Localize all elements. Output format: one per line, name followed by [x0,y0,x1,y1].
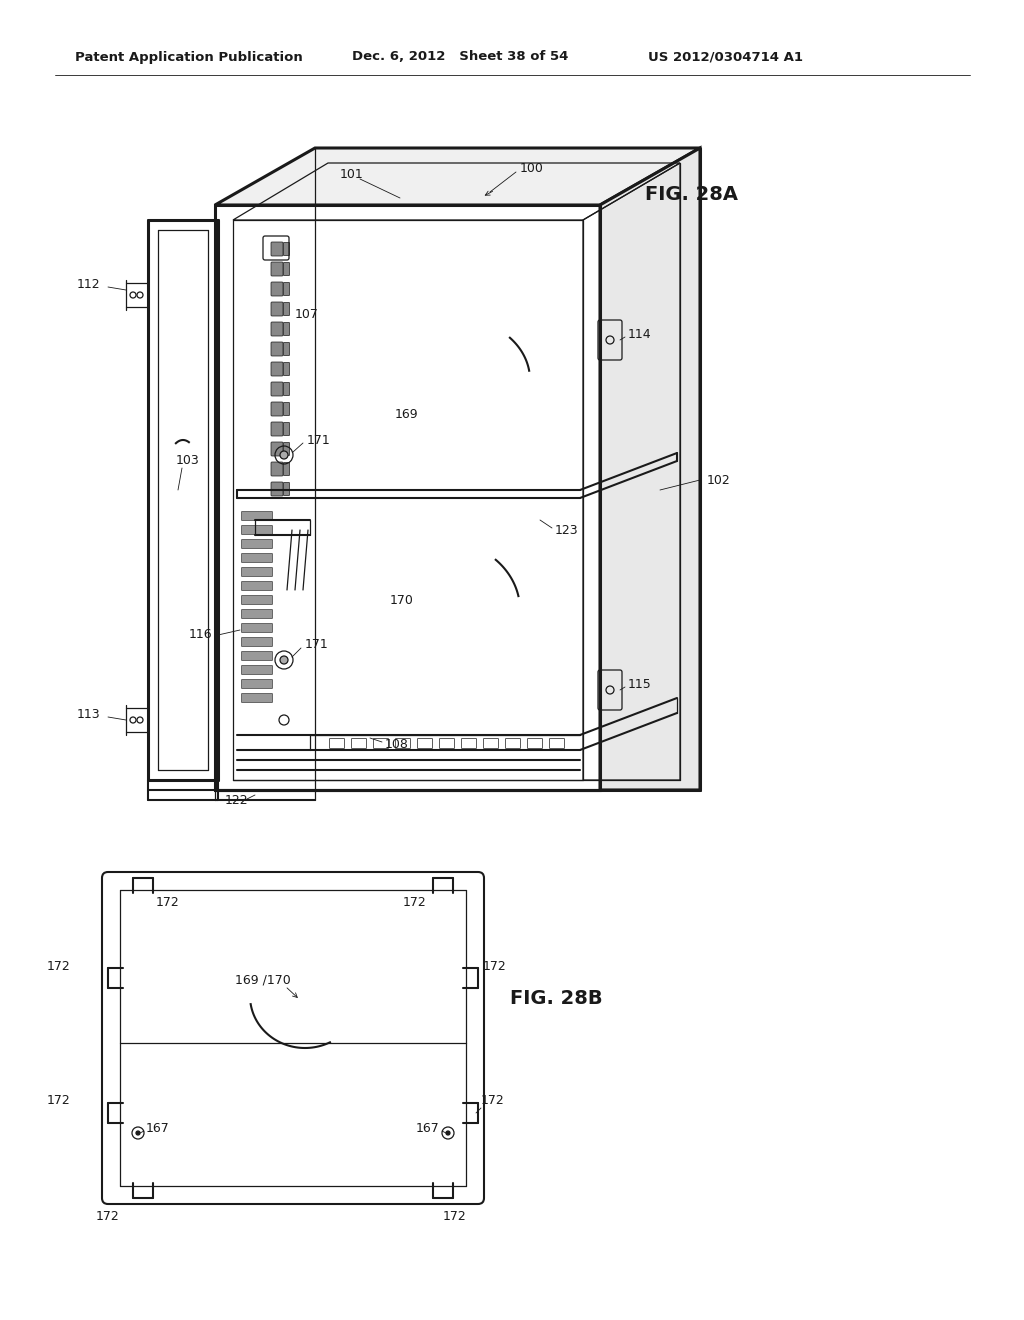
FancyBboxPatch shape [284,442,290,455]
FancyBboxPatch shape [284,383,290,396]
Text: FIG. 28A: FIG. 28A [645,186,738,205]
Text: 172: 172 [46,960,70,973]
Text: 122: 122 [225,793,249,807]
Text: 102: 102 [707,474,731,487]
Text: 116: 116 [188,628,212,642]
Text: 100: 100 [520,161,544,174]
FancyBboxPatch shape [242,610,272,619]
Text: Patent Application Publication: Patent Application Publication [75,50,303,63]
FancyBboxPatch shape [284,322,290,335]
FancyBboxPatch shape [271,482,283,496]
FancyBboxPatch shape [242,553,272,562]
Text: 167: 167 [416,1122,439,1134]
Circle shape [280,656,288,664]
Circle shape [280,451,288,459]
Text: FIG. 28B: FIG. 28B [510,989,603,1007]
FancyBboxPatch shape [284,483,290,495]
FancyBboxPatch shape [271,362,283,376]
FancyBboxPatch shape [242,680,272,689]
FancyBboxPatch shape [271,282,283,296]
Text: 113: 113 [77,709,100,722]
FancyBboxPatch shape [242,525,272,535]
FancyBboxPatch shape [284,422,290,436]
FancyBboxPatch shape [284,263,290,276]
Polygon shape [215,148,700,205]
FancyBboxPatch shape [242,693,272,702]
Text: 103: 103 [176,454,200,466]
FancyBboxPatch shape [271,442,283,455]
Text: 167: 167 [146,1122,170,1134]
Polygon shape [600,148,700,789]
Text: 112: 112 [77,279,100,292]
Text: Dec. 6, 2012   Sheet 38 of 54: Dec. 6, 2012 Sheet 38 of 54 [352,50,568,63]
FancyBboxPatch shape [271,462,283,477]
FancyBboxPatch shape [271,322,283,337]
Text: 172: 172 [46,1093,70,1106]
Text: 107: 107 [295,309,318,322]
Text: 123: 123 [555,524,579,536]
FancyBboxPatch shape [284,302,290,315]
FancyBboxPatch shape [271,302,283,315]
Text: 172: 172 [483,960,507,973]
Text: 169 /170: 169 /170 [234,974,291,986]
Circle shape [446,1131,450,1135]
FancyBboxPatch shape [271,242,283,256]
FancyBboxPatch shape [242,652,272,660]
FancyBboxPatch shape [284,403,290,416]
Text: 172: 172 [481,1093,505,1106]
FancyBboxPatch shape [271,261,283,276]
Text: 172: 172 [156,896,180,909]
FancyBboxPatch shape [284,342,290,355]
FancyBboxPatch shape [242,582,272,590]
Circle shape [136,1131,140,1135]
FancyBboxPatch shape [242,623,272,632]
FancyBboxPatch shape [242,568,272,577]
Text: 169: 169 [395,408,419,421]
Text: 101: 101 [340,169,364,181]
FancyBboxPatch shape [271,403,283,416]
FancyBboxPatch shape [242,638,272,647]
Text: 172: 172 [403,896,427,909]
FancyBboxPatch shape [284,243,290,256]
FancyBboxPatch shape [284,363,290,375]
FancyBboxPatch shape [271,381,283,396]
FancyBboxPatch shape [284,462,290,475]
Text: 115: 115 [628,678,651,692]
Text: 172: 172 [96,1209,120,1222]
FancyBboxPatch shape [242,540,272,549]
FancyBboxPatch shape [271,342,283,356]
Text: 114: 114 [628,329,651,342]
FancyBboxPatch shape [242,665,272,675]
Text: 170: 170 [390,594,414,606]
Text: 172: 172 [443,1209,467,1222]
FancyBboxPatch shape [242,511,272,520]
Text: US 2012/0304714 A1: US 2012/0304714 A1 [648,50,803,63]
Text: 108: 108 [385,738,409,751]
Text: 171: 171 [305,639,329,652]
FancyBboxPatch shape [271,422,283,436]
Text: 171: 171 [307,433,331,446]
FancyBboxPatch shape [242,595,272,605]
FancyBboxPatch shape [284,282,290,296]
